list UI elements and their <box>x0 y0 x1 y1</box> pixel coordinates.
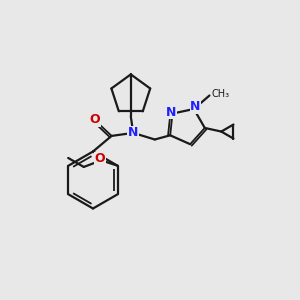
Text: N: N <box>166 106 176 118</box>
Text: O: O <box>94 152 105 165</box>
Text: N: N <box>190 100 201 113</box>
Text: CH₃: CH₃ <box>212 89 230 99</box>
Text: O: O <box>90 113 101 126</box>
Text: N: N <box>128 126 138 140</box>
